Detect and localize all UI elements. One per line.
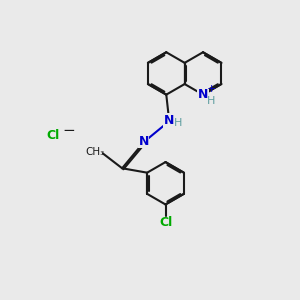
Text: −: − xyxy=(63,123,75,138)
Text: N: N xyxy=(164,114,174,127)
Text: H: H xyxy=(174,118,182,128)
Text: Cl: Cl xyxy=(46,129,59,142)
Text: N: N xyxy=(198,88,208,100)
Text: +: + xyxy=(207,84,216,94)
Text: N: N xyxy=(138,135,149,148)
Text: CH₃: CH₃ xyxy=(85,147,104,157)
Text: H: H xyxy=(207,95,215,106)
Text: Cl: Cl xyxy=(159,216,172,229)
